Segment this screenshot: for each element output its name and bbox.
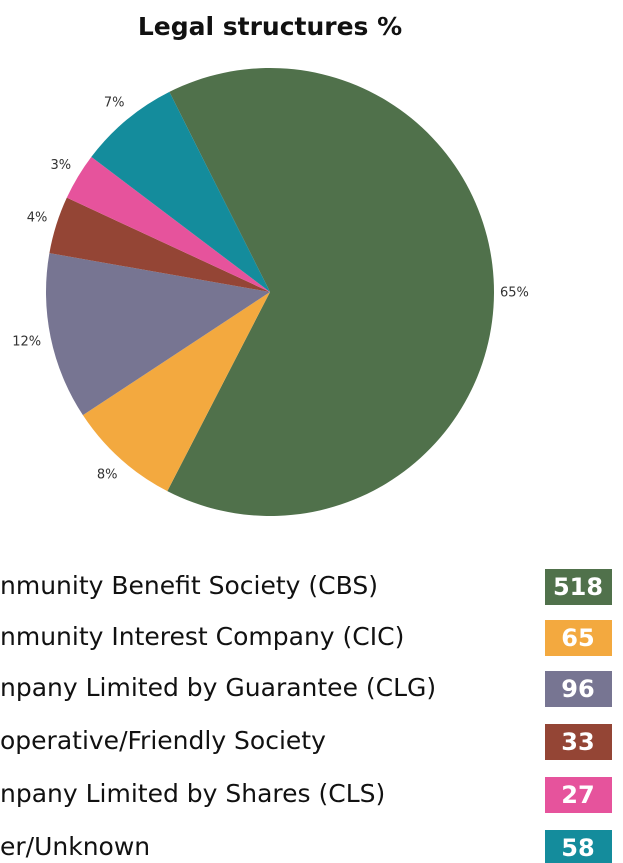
chart-title: Legal structures % bbox=[138, 12, 402, 41]
slice-label: 8% bbox=[97, 467, 118, 482]
legend-count: 518 bbox=[553, 573, 603, 601]
slice-label: 4% bbox=[27, 211, 48, 226]
pie-slice bbox=[46, 253, 270, 416]
legend-label: nmunity Benefit Society (CBS) bbox=[0, 571, 378, 600]
legend-count: 27 bbox=[561, 781, 594, 809]
pie-slice bbox=[91, 91, 271, 292]
slice-label: 3% bbox=[51, 158, 72, 173]
legend-label: npany Limited by Shares (CLS) bbox=[0, 779, 385, 808]
legend-count: 65 bbox=[561, 624, 594, 652]
legend-count: 96 bbox=[561, 675, 594, 703]
legend-count: 33 bbox=[561, 728, 594, 756]
legend-label: operative/Friendly Society bbox=[0, 726, 326, 755]
legend-badge bbox=[545, 830, 612, 863]
legend-count: 58 bbox=[561, 834, 594, 862]
slice-label: 12% bbox=[12, 334, 41, 349]
pie-slice bbox=[82, 292, 270, 492]
slice-label: 65% bbox=[500, 286, 529, 301]
legend-badge bbox=[545, 724, 612, 760]
slice-label: 7% bbox=[104, 95, 125, 110]
legend-badge bbox=[545, 620, 612, 656]
legend-badge bbox=[545, 671, 612, 707]
pie-slice bbox=[167, 67, 495, 516]
legend-badge bbox=[545, 569, 612, 605]
legend-label: er/Unknown bbox=[0, 832, 150, 861]
pie-slice bbox=[66, 156, 270, 292]
legend-badge bbox=[545, 777, 612, 813]
pie-slice bbox=[49, 197, 270, 292]
legend-label: nmunity Interest Company (CIC) bbox=[0, 622, 404, 651]
legend-label: npany Limited by Guarantee (CLG) bbox=[0, 673, 436, 702]
